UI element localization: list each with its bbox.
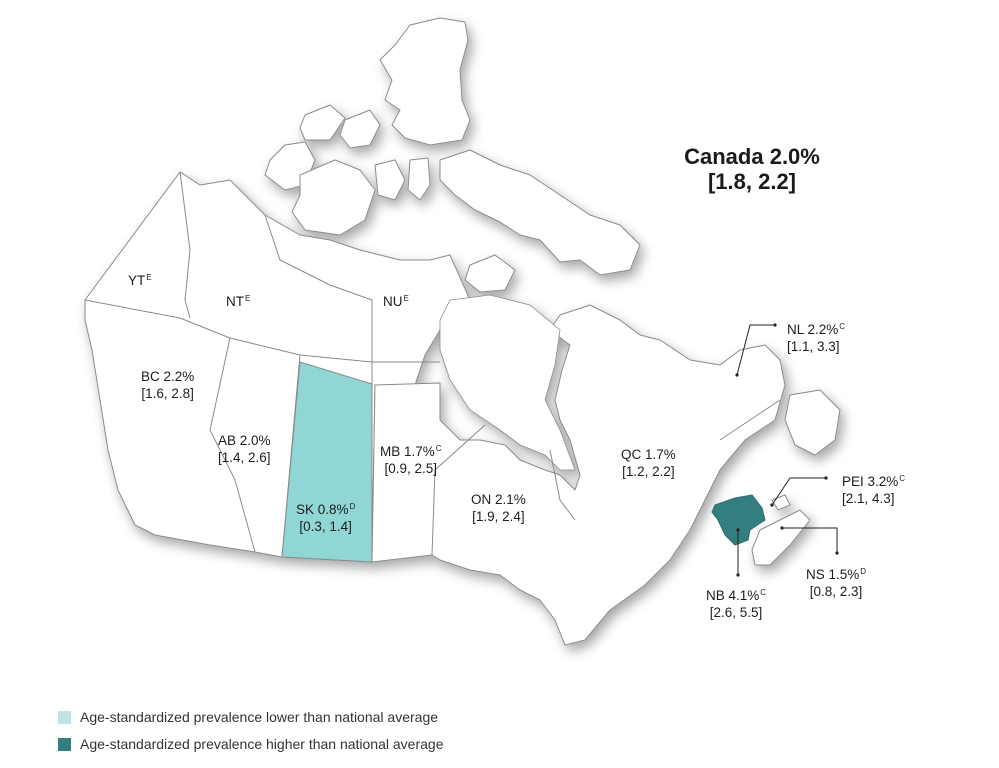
border-mb-on [431, 424, 486, 556]
pei [771, 494, 791, 511]
label-nu: NUE [383, 294, 409, 309]
legend-swatch-higher [58, 737, 71, 751]
border-on-qc [549, 449, 576, 521]
legend: Age-standardized prevalence lower than n… [58, 706, 443, 760]
legend-swatch-lower [58, 710, 71, 724]
somerset-island [407, 157, 431, 201]
arctic-island [299, 104, 346, 141]
national-ci: [1.8, 2.2] [707, 169, 797, 194]
arctic-island [339, 109, 381, 149]
canada-map [84, 17, 841, 646]
label-yt: YTE [128, 273, 152, 288]
nova-scotia [751, 509, 811, 566]
label-pei: PEI 3.2%C [2.1, 4.3] [842, 474, 906, 506]
leader-nl [736, 324, 775, 376]
label-bc: BC 2.2% [1.6, 2.8] [141, 369, 195, 401]
leader-ns [782, 527, 838, 553]
label-ab: AB 2.0% [1.4, 2.6] [218, 433, 271, 465]
label-nl: NL 2.2%C [1.1, 3.3] [787, 322, 846, 354]
mainland-west [84, 171, 471, 563]
victoria-island [291, 159, 376, 236]
leader-pei [771, 477, 826, 506]
southampton-island [464, 254, 516, 293]
baffin-island [439, 149, 641, 276]
legend-item-higher: Age-standardized prevalence higher than … [58, 733, 443, 755]
label-ns: NS 1.5%D [0.8, 2.3] [806, 567, 867, 599]
hudson-bay [439, 294, 576, 471]
national-average: Canada 2.0% [1.8, 2.2] [672, 144, 832, 194]
newfoundland-island [784, 389, 841, 456]
label-sk: SK 0.8%D [0.3, 1.4] [296, 502, 356, 534]
border-bc-ab [209, 337, 256, 553]
border-yt-nt [179, 171, 191, 319]
legend-item-lower: Age-standardized prevalence lower than n… [58, 706, 443, 728]
legend-label-lower: Age-standardized prevalence lower than n… [80, 709, 439, 725]
border-qc-nl [719, 399, 781, 441]
label-on: ON 2.1% [1.9, 2.4] [471, 492, 526, 524]
ellesmere-island [379, 17, 471, 146]
legend-label-higher: Age-standardized prevalence higher than … [80, 736, 444, 752]
label-mb: MB 1.7%C [0.9, 2.5] [380, 444, 442, 476]
province-sk[interactable] [281, 361, 373, 563]
national-title: Canada 2.0% [684, 144, 820, 169]
label-qc: QC 1.7% [1.2, 2.2] [621, 447, 676, 479]
border-nt-nu [264, 214, 373, 383]
label-nb: NB 4.1%C [2.6, 5.5] [706, 588, 767, 620]
province-nb[interactable] [711, 494, 766, 546]
label-nt: NTE [226, 294, 251, 309]
arctic-island [374, 159, 406, 201]
border-yt-bc [84, 299, 440, 363]
